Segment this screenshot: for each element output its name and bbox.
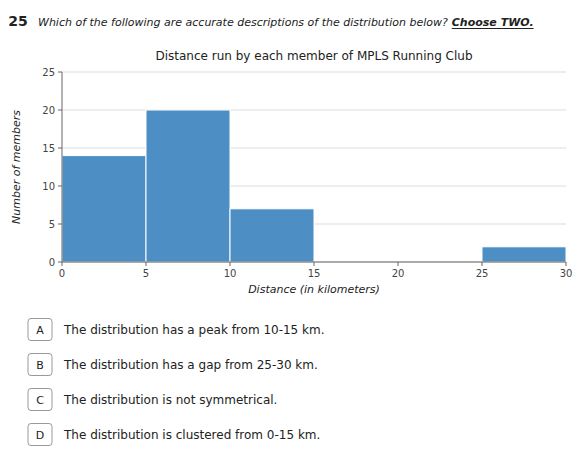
- histogram-bar: [482, 247, 566, 262]
- x-tick-label: 5: [143, 268, 149, 279]
- grid: [62, 72, 566, 262]
- grid-line: [62, 148, 566, 149]
- grid-line: [62, 72, 566, 73]
- y-tick: [58, 72, 62, 73]
- y-tick: [58, 110, 62, 111]
- x-tick-label: 20: [392, 268, 405, 279]
- choice-letter: A: [36, 324, 44, 337]
- x-tick: [314, 262, 315, 266]
- x-tick: [230, 262, 231, 266]
- y-tick-label: 5: [49, 219, 55, 230]
- question-number: 25: [8, 13, 27, 29]
- choice-box: [28, 354, 52, 376]
- x-tick: [146, 262, 147, 266]
- y-tick-label: 20: [42, 105, 55, 116]
- histogram-bar: [230, 209, 314, 262]
- choice: D The distribution is clustered from 0-15…: [28, 424, 320, 446]
- choice-letter: D: [36, 429, 44, 442]
- y-tick-label: 10: [42, 181, 55, 192]
- question-underline: [452, 28, 534, 29]
- choice: A The distribution has a peak from 10-15 …: [28, 319, 325, 341]
- x-tick: [62, 262, 63, 266]
- x-tick: [482, 262, 483, 266]
- x-tick-label: 25: [476, 268, 489, 279]
- choice-letter: B: [36, 359, 44, 372]
- histogram-bar: [146, 110, 230, 262]
- bars: [62, 110, 566, 262]
- y-tick-label: 15: [42, 143, 55, 154]
- y-tick: [58, 186, 62, 187]
- x-tick-label: 15: [308, 268, 321, 279]
- choice-text: The distribution has a gap from 25-30 km…: [63, 358, 318, 372]
- y-tick: [58, 148, 62, 149]
- y-tick-label: 25: [42, 67, 55, 78]
- page: 25 Which of the following are accurate de…: [0, 0, 586, 459]
- chart-title: Distance run by each member of MPLS Runn…: [155, 49, 472, 63]
- x-tick: [398, 262, 399, 266]
- x-tick-label: 10: [224, 268, 237, 279]
- choice-text: The distribution has a peak from 10-15 k…: [63, 323, 325, 337]
- histogram-bar: [62, 156, 146, 262]
- grid-line: [62, 110, 566, 111]
- choice-text: The distribution is clustered from 0-15 …: [63, 428, 320, 442]
- question-text: Which of the following are accurate desc…: [38, 16, 448, 29]
- x-tick-label: 30: [560, 268, 573, 279]
- y-axis-label: Number of members: [10, 110, 23, 224]
- choice-text: The distribution is not symmetrical.: [63, 393, 277, 407]
- y-axis: [62, 72, 63, 262]
- x-tick-label: 0: [59, 268, 65, 279]
- x-axis-label: Distance (in kilometers): [248, 283, 380, 296]
- y-tick-label: 0: [49, 257, 55, 268]
- x-tick: [566, 262, 567, 266]
- y-tick: [58, 224, 62, 225]
- choice-letter: C: [36, 394, 44, 407]
- choice-box: [28, 389, 52, 411]
- choice-box: [28, 319, 52, 341]
- y-tick: [58, 262, 62, 263]
- choice: B The distribution has a gap from 25-30 k…: [28, 354, 318, 376]
- choice-box: [28, 424, 52, 446]
- question-emphasis: Choose TWO.: [452, 16, 534, 29]
- choice: C The distribution is not symmetrical.: [28, 389, 277, 411]
